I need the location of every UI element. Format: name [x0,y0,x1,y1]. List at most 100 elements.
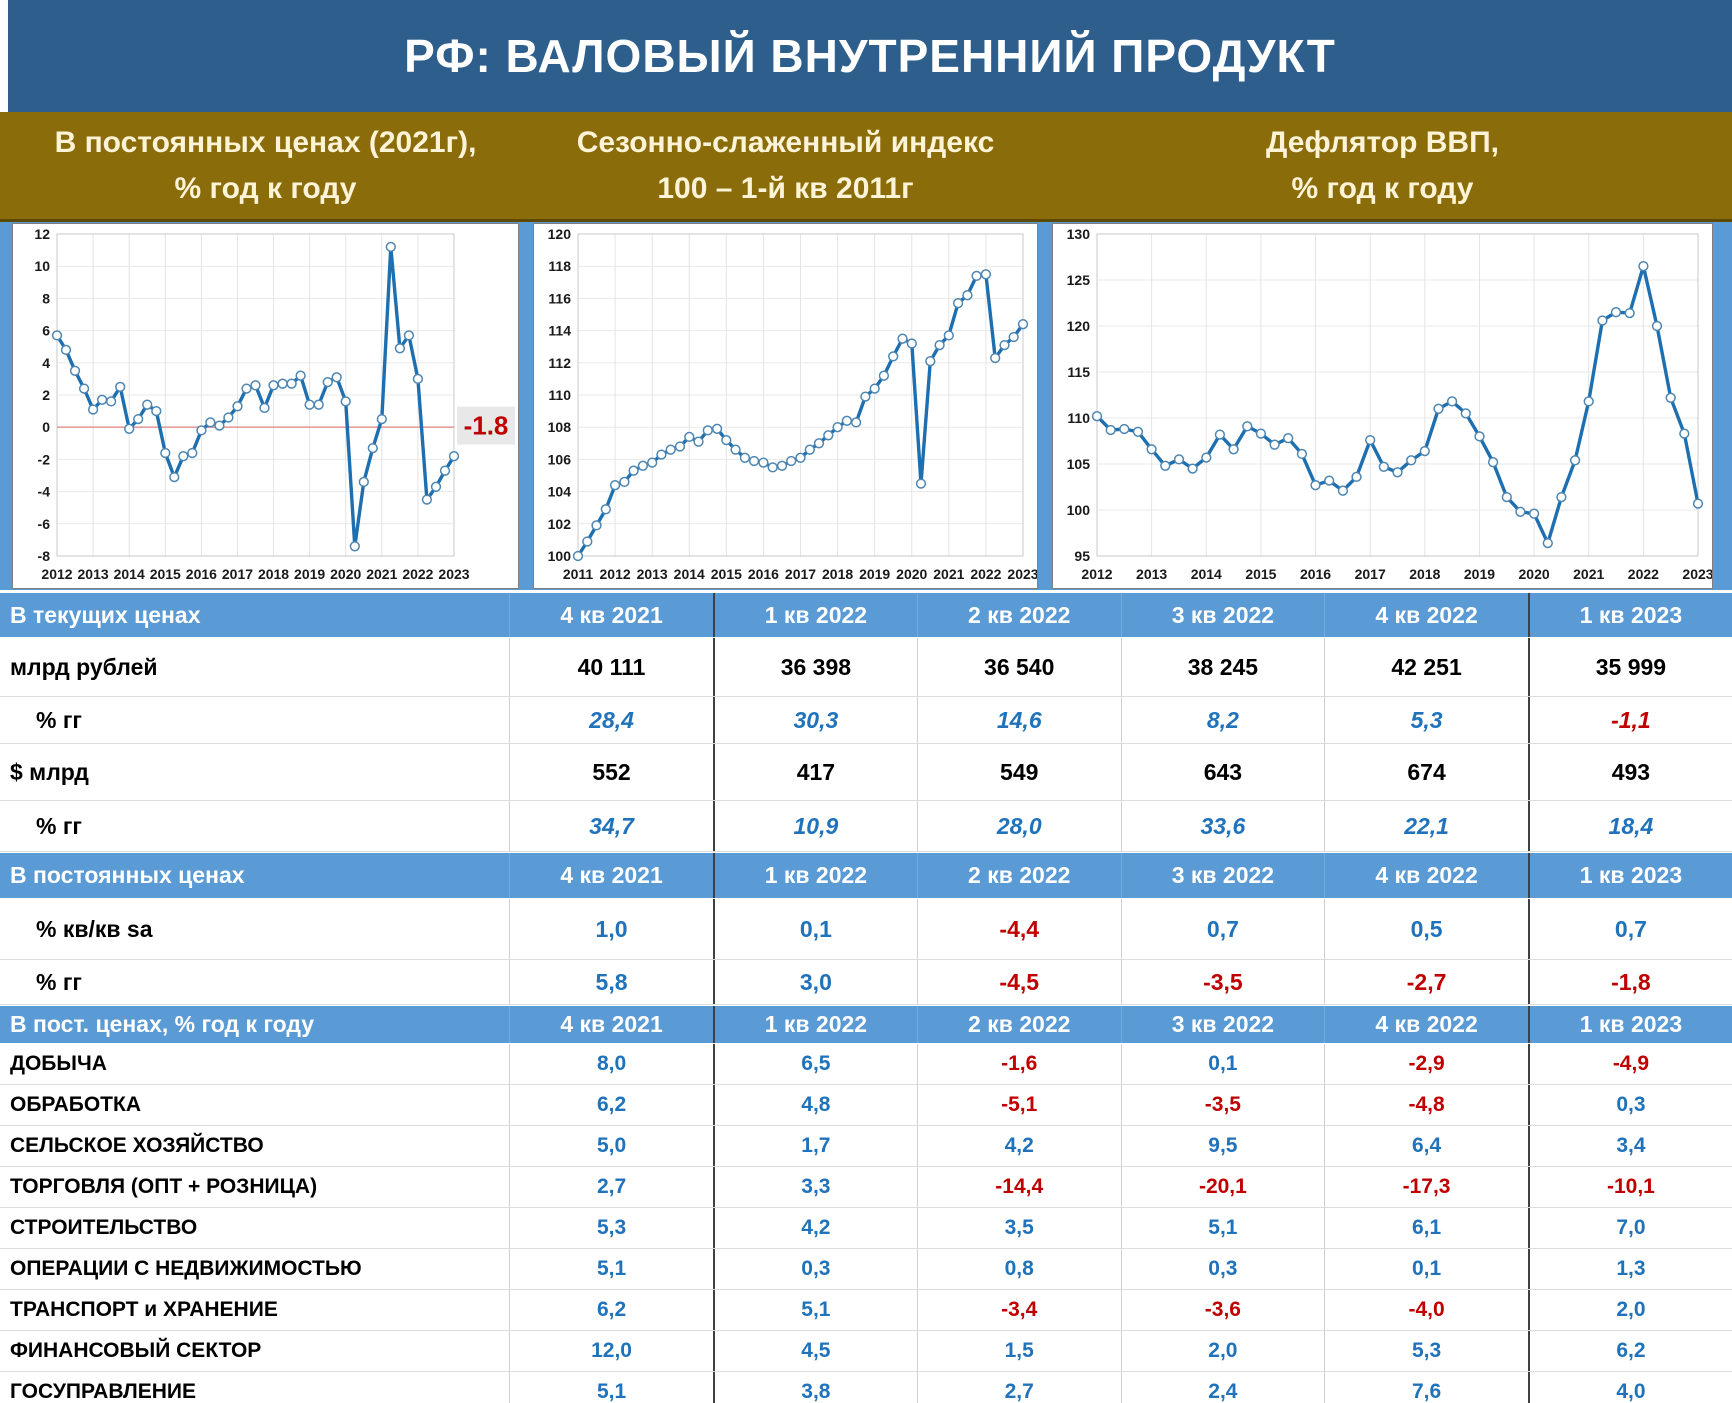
value-cell: 5,3 [1324,697,1528,743]
value-cell: 4,8 [712,1085,917,1125]
data-point-marker [51,330,63,341]
y-axis-tick-label: 116 [548,290,571,306]
data-point-marker [693,436,704,447]
x-axis-tick-label: 2016 [186,566,217,582]
data-point-marker [304,399,315,410]
value-cell: 33,6 [1120,801,1325,851]
data-point-marker [869,383,880,394]
value-cell: -5,1 [916,1085,1121,1125]
x-axis-tick-label: 2014 [1191,566,1222,582]
data-point-marker [87,404,99,415]
data-point-marker [823,430,834,441]
value-cell: -4,9 [1527,1044,1732,1084]
quarter-header: 1 кв 2023 [1527,1006,1732,1043]
row-label: ГОСУПРАВЛЕНИЕ [10,1380,196,1403]
x-axis-tick-label: 2013 [78,566,109,582]
data-point-marker [439,465,451,476]
value-cell: 22,1 [1324,801,1528,851]
value-cell: 1,7 [712,1126,917,1166]
data-point-marker [1146,444,1157,455]
x-axis-tick-label: 2018 [258,566,289,582]
data-point-marker [277,378,288,389]
value-cell: 7,6 [1324,1372,1528,1403]
data-point-marker [711,423,723,434]
value-cell: -4,5 [916,960,1121,1004]
x-axis-tick-label: 2013 [637,566,668,582]
data-point-marker [1679,428,1690,439]
x-axis-tick-label: 2014 [674,566,705,582]
value-cell: 0,3 [712,1249,917,1289]
data-point-marker [758,457,769,468]
row-label: ОПЕРАЦИИ С НЕДВИЖИМОСТЬЮ [10,1257,362,1280]
deflator-chart: 95 100 105 110 115 120 125 130 2012 2013 2014 2015 2… [1053,224,1712,588]
value-cell: -20,1 [1120,1167,1325,1207]
table-row: ДОБЫЧА 8,0 6,5 -1,6 0,1 -2,9 -4,9 [0,1044,1732,1085]
value-cell: 10,9 [712,801,917,851]
value-cell: 1,0 [509,899,713,959]
x-axis-tick-label: 2012 [1081,566,1112,582]
table-row: млрд рублей 40 111 36 398 36 540 38 245 42 25… [0,638,1732,697]
data-point-marker [96,394,108,405]
row-label: ОБРАБОТКА [10,1093,141,1116]
y-axis-tick-label: 2 [42,387,50,403]
data-point-marker [1365,434,1376,446]
data-point-marker [196,425,207,436]
x-axis-tick-label: 2019 [859,566,890,582]
quarter-header: 1 кв 2022 [712,1006,917,1043]
y-axis-tick-label: 110 [548,387,571,403]
data-point-marker [897,333,908,344]
data-point-marker [1638,261,1649,272]
chart1-header-line1: В постоянных ценах (2021г), [54,125,477,159]
data-point-marker [665,444,676,455]
data-point-marker [142,399,153,410]
row-label: СТРОИТЕЛЬСТВО [10,1216,198,1239]
x-axis-tick-label: 2020 [896,566,927,582]
y-axis-tick-label: 106 [548,451,572,467]
x-axis-tick-label: 2022 [402,566,433,582]
table-row: % кв/кв sa 1,0 0,1 -4,4 0,7 0,5 0,7 [0,899,1732,960]
value-cell: 6,1 [1324,1208,1528,1248]
data-point-marker [1269,439,1280,450]
value-cell: 0,5 [1324,899,1528,959]
data-point-marker [832,422,843,433]
y-axis-tick-label: 102 [548,516,572,532]
x-axis-tick-label: 2022 [970,566,1001,582]
data-point-marker [430,481,442,492]
value-cell: 674 [1324,744,1528,800]
chart3-header-line2: % год к году [1291,171,1474,205]
value-cell: 36 540 [916,638,1121,696]
data-point-marker [943,330,954,341]
value-cell: 5,8 [509,960,713,1004]
x-axis-tick-label: 2020 [1519,566,1550,582]
data-point-marker [1406,455,1417,466]
data-point-marker [971,270,982,282]
row-label: % гг [36,706,82,733]
table-section-header: В текущих ценах 4 кв 2021 1 кв 2022 2 кв 20… [0,592,1732,638]
annotation-box [457,406,515,445]
data-point-marker [394,343,406,354]
annotation-last-value: -1.8 [464,411,509,441]
gdp-table: В текущих ценах 4 кв 2021 1 кв 2022 2 кв 20… [0,590,1732,1403]
data-point-marker [1187,463,1198,474]
quarter-header: 2 кв 2022 [916,853,1121,898]
row-label: млрд рублей [10,653,158,680]
y-axis-tick-label: -4 [38,484,51,500]
quarter-header: 3 кв 2022 [1120,593,1325,637]
data-point-marker [1692,498,1704,509]
data-point-marker [1324,475,1335,486]
value-cell: 0,8 [916,1249,1121,1289]
quarter-header: 3 кв 2022 [1120,1006,1325,1043]
section-header-label: В текущих ценах [10,601,201,628]
y-axis-tick-label: 114 [548,323,571,339]
x-axis-tick-label: 2012 [600,566,631,582]
table-row: ФИНАНСОВЫЙ СЕКТОР 12,0 4,5 1,5 2,0 5,3 6,2 [0,1331,1732,1372]
quarter-header: 1 кв 2022 [712,593,917,637]
value-cell: 3,0 [712,960,917,1004]
data-point-marker [69,365,81,376]
data-point-marker [214,420,225,431]
value-cell: -17,3 [1324,1167,1528,1207]
data-point-marker [767,462,778,473]
value-cell: 14,6 [916,697,1121,743]
data-point-marker [322,376,333,388]
x-axis-tick-label: 2023 [438,566,469,582]
